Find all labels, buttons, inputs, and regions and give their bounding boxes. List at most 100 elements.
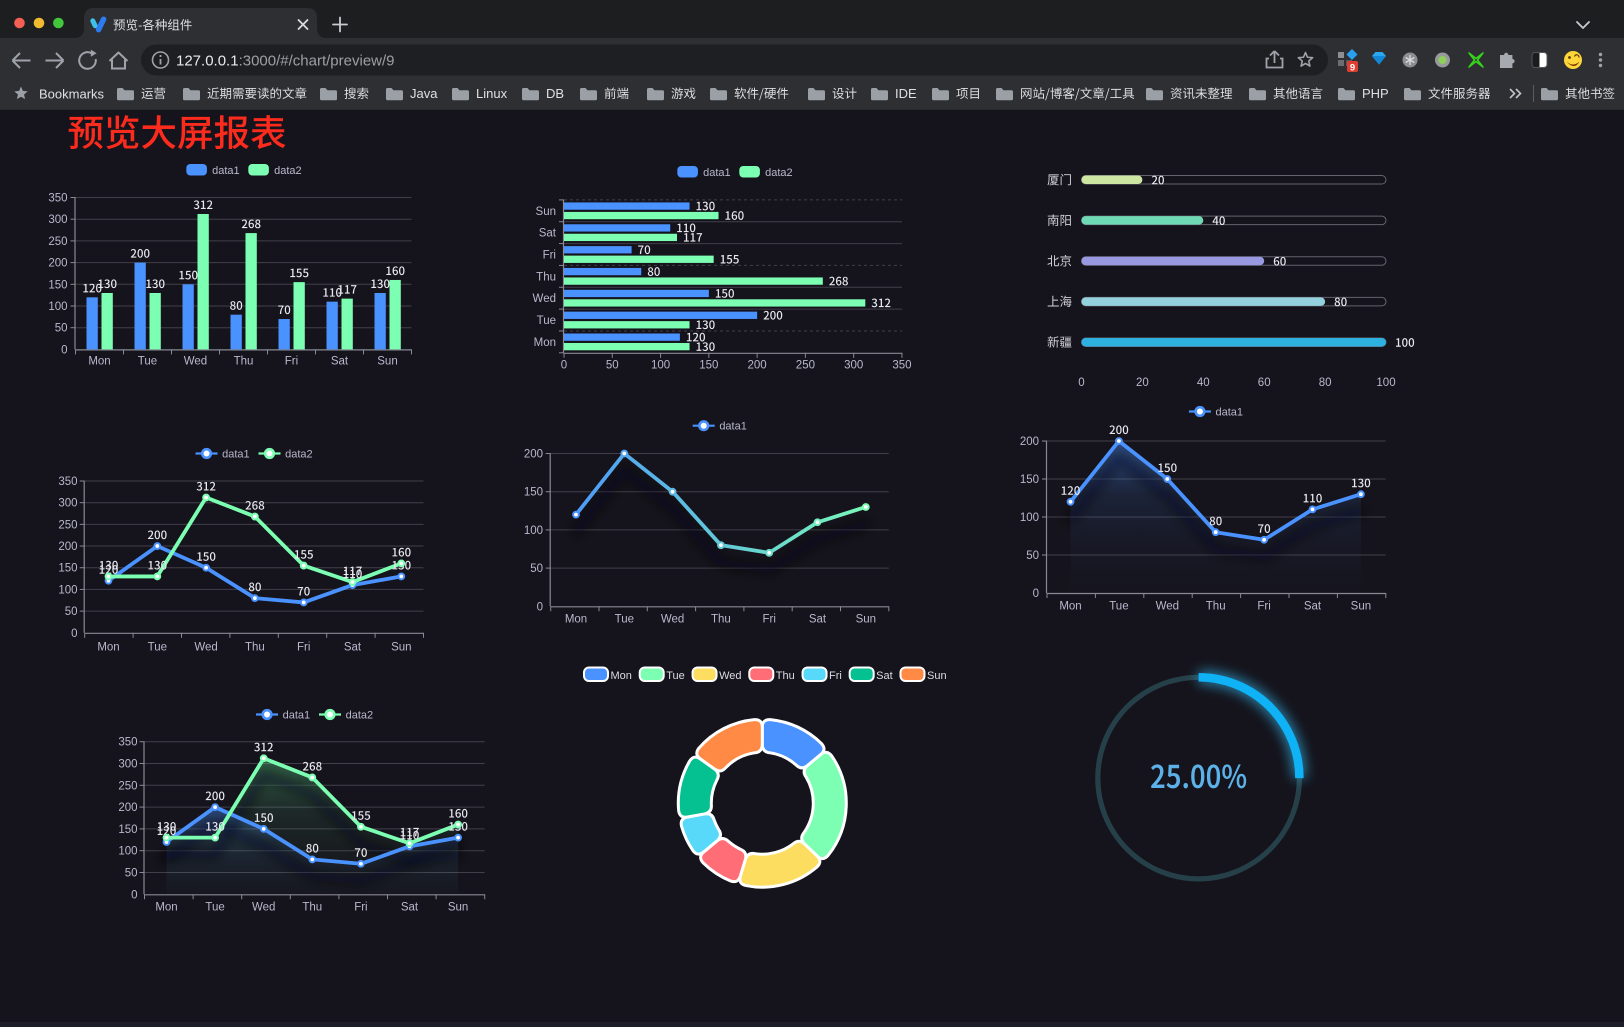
svg-text:100: 100	[1020, 512, 1039, 524]
svg-text:250: 250	[796, 360, 815, 372]
svg-text:Wed: Wed	[719, 670, 741, 682]
svg-text:0: 0	[1033, 588, 1039, 600]
svg-text:PHP: PHP	[1362, 86, 1389, 101]
svg-text::3000/#/chart/preview/9: :3000/#/chart/preview/9	[239, 53, 395, 70]
svg-text:data1: data1	[719, 421, 747, 433]
svg-text:100: 100	[524, 525, 543, 537]
svg-text:data2: data2	[274, 165, 302, 177]
svg-text:200: 200	[524, 449, 543, 461]
svg-text:Sat: Sat	[1304, 601, 1322, 613]
svg-text:data1: data1	[212, 165, 240, 177]
svg-text:Fri: Fri	[297, 642, 310, 654]
svg-text:150: 150	[524, 487, 543, 499]
svg-text:data2: data2	[765, 167, 793, 179]
svg-text:Sun: Sun	[448, 902, 468, 914]
svg-text:Mon: Mon	[88, 356, 110, 368]
svg-text:150: 150	[48, 279, 67, 291]
svg-text:200: 200	[1020, 436, 1039, 448]
svg-text:50: 50	[606, 360, 619, 372]
svg-text:Wed: Wed	[184, 356, 207, 368]
svg-text:Tue: Tue	[148, 642, 167, 654]
svg-text:50: 50	[1026, 550, 1039, 562]
svg-text:100: 100	[651, 360, 670, 372]
svg-text:data1: data1	[222, 448, 250, 460]
svg-text:Sun: Sun	[391, 642, 411, 654]
svg-text:200: 200	[118, 802, 137, 814]
svg-text:Thu: Thu	[245, 642, 265, 654]
svg-text:Bookmarks: Bookmarks	[39, 87, 105, 102]
svg-text:100: 100	[58, 584, 77, 596]
svg-text:0: 0	[61, 344, 67, 356]
svg-text:Sun: Sun	[377, 356, 397, 368]
svg-text:Fri: Fri	[1257, 601, 1270, 613]
svg-text:250: 250	[118, 780, 137, 792]
svg-text:Sun: Sun	[1351, 601, 1371, 613]
svg-text:Tue: Tue	[1109, 601, 1128, 613]
svg-text:Sun: Sun	[927, 670, 947, 682]
svg-text:200: 200	[48, 258, 67, 270]
svg-text:data1: data1	[703, 167, 731, 179]
svg-text:Tue: Tue	[666, 670, 685, 682]
svg-text:DB: DB	[546, 86, 564, 101]
svg-text:9: 9	[1350, 63, 1355, 74]
svg-text:Tue: Tue	[537, 315, 556, 327]
svg-text:data2: data2	[346, 709, 374, 721]
svg-text:350: 350	[118, 737, 137, 749]
svg-text:Fri: Fri	[285, 356, 298, 368]
svg-text:Mon: Mon	[97, 642, 119, 654]
svg-text:100: 100	[48, 301, 67, 313]
svg-text:150: 150	[118, 824, 137, 836]
svg-text:127.0.0.1: 127.0.0.1	[176, 53, 239, 70]
svg-text:350: 350	[58, 476, 77, 488]
svg-text:Mon: Mon	[565, 614, 587, 626]
svg-text:Fri: Fri	[829, 670, 842, 682]
svg-text:Thu: Thu	[1206, 601, 1226, 613]
svg-text:50: 50	[65, 606, 78, 618]
svg-text:Thu: Thu	[776, 670, 795, 682]
svg-text:Sat: Sat	[809, 614, 827, 626]
svg-text:Wed: Wed	[533, 293, 556, 305]
svg-text:data2: data2	[285, 448, 313, 460]
svg-text:150: 150	[1020, 474, 1039, 486]
svg-text:350: 350	[48, 193, 67, 205]
svg-text:Fri: Fri	[762, 614, 775, 626]
svg-text:0: 0	[561, 360, 567, 372]
svg-text:Fri: Fri	[354, 902, 367, 914]
svg-text:20: 20	[1136, 377, 1149, 389]
svg-text:0: 0	[71, 628, 77, 640]
svg-text:200: 200	[748, 360, 767, 372]
svg-text:Mon: Mon	[611, 670, 632, 682]
svg-text:Tue: Tue	[138, 356, 157, 368]
svg-text:Mon: Mon	[534, 337, 556, 349]
svg-text:Wed: Wed	[194, 642, 217, 654]
svg-text:Sat: Sat	[539, 228, 557, 240]
svg-text:300: 300	[844, 360, 863, 372]
svg-text:300: 300	[48, 214, 67, 226]
svg-text:150: 150	[58, 563, 77, 575]
svg-text:Sat: Sat	[331, 356, 349, 368]
svg-text:200: 200	[58, 541, 77, 553]
svg-text:Sat: Sat	[876, 670, 893, 682]
svg-text:data1: data1	[283, 709, 311, 721]
svg-text:60: 60	[1258, 377, 1271, 389]
svg-text:250: 250	[58, 519, 77, 531]
svg-text:Wed: Wed	[252, 902, 275, 914]
svg-text:100: 100	[1376, 377, 1395, 389]
svg-text:Thu: Thu	[302, 902, 322, 914]
svg-text:Sat: Sat	[401, 902, 419, 914]
svg-text:50: 50	[55, 323, 68, 335]
svg-text:Mon: Mon	[1059, 601, 1081, 613]
svg-text:0: 0	[131, 889, 137, 901]
svg-text:Thu: Thu	[234, 356, 254, 368]
svg-text:0: 0	[537, 601, 543, 613]
svg-text:150: 150	[699, 360, 718, 372]
svg-text:Wed: Wed	[1156, 601, 1179, 613]
svg-text:Wed: Wed	[661, 614, 684, 626]
svg-text:300: 300	[118, 759, 137, 771]
svg-text:40: 40	[1197, 377, 1210, 389]
svg-text:Sun: Sun	[536, 206, 556, 218]
svg-text:Sun: Sun	[856, 614, 876, 626]
svg-text:Java: Java	[410, 86, 438, 101]
svg-text:Mon: Mon	[155, 902, 177, 914]
svg-text:Tue: Tue	[205, 902, 224, 914]
